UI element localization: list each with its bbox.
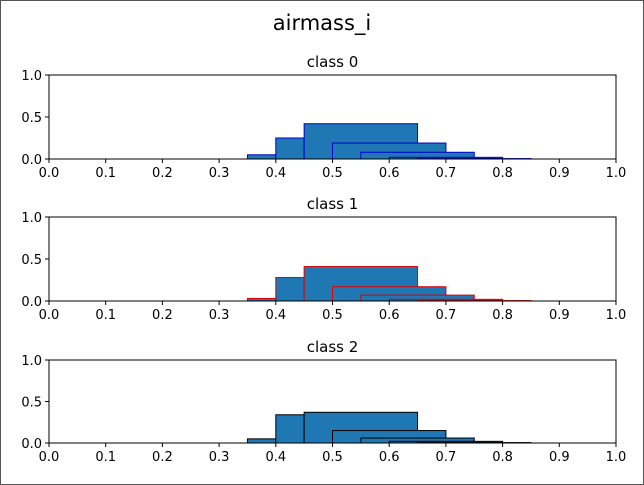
x-tick-label: 0.4	[265, 166, 286, 181]
x-tick-label: 0.5	[322, 450, 343, 465]
y-tick-label: 0.5	[21, 253, 42, 268]
x-tick-label: 0.9	[549, 166, 570, 181]
histogram-bar	[246, 438, 277, 444]
y-tick-label: 0.0	[21, 295, 42, 310]
x-tick-label: 0.0	[39, 308, 60, 323]
y-tick-label: 0.5	[21, 396, 42, 411]
x-tick-label: 0.1	[95, 450, 116, 465]
x-tick-label: 1.0	[606, 450, 627, 465]
x-tick-label: 0.4	[265, 308, 286, 323]
x-tick-label: 0.3	[209, 166, 230, 181]
x-tick-label: 0.4	[265, 450, 286, 465]
y-tick-label: 1.0	[21, 354, 42, 369]
histogram-bar	[275, 276, 305, 302]
y-tick-label: 1.0	[21, 211, 42, 226]
x-tick-label: 0.3	[209, 450, 230, 465]
panel-class-1: class 1 0.0 0.1 0.2 0.3 0.4 0.5 0.6 0.7 0.8 0.9 1.…	[21, 195, 626, 323]
x-tick-label: 0.2	[152, 450, 173, 465]
panel-class-0: class 0 0.0 0.1 0.2 0.3 0.4 0.5 0.6 0.7 0.8 0.9 1.…	[21, 53, 626, 181]
y-tick-label: 0.5	[21, 111, 42, 126]
x-tick-label: 0.0	[39, 450, 60, 465]
x-tick-label: 0.1	[95, 166, 116, 181]
x-tick-label: 0.9	[549, 450, 570, 465]
x-tick-label: 0.3	[209, 308, 230, 323]
figure-suptitle: airmass_i	[273, 11, 372, 36]
y-tick-label: 0.0	[21, 437, 42, 452]
x-tick-label: 0.7	[436, 450, 457, 465]
x-tick-label: 0.2	[152, 166, 173, 181]
x-tick-label: 0.6	[379, 450, 400, 465]
bars	[246, 266, 532, 302]
x-tick-label: 0.8	[492, 450, 513, 465]
panel-class-2: class 2 0.0 0.1 0.2 0.3 0.4 0.5 0.6 0.7 0.8 0.9 1.…	[21, 338, 626, 465]
y-tick-label: 1.0	[21, 69, 42, 84]
panel-title: class 1	[307, 195, 359, 213]
x-tick-label: 0.6	[379, 308, 400, 323]
x-tick-label: 0.6	[379, 166, 400, 181]
x-tick-label: 0.1	[95, 308, 116, 323]
x-tick-label: 1.0	[606, 166, 627, 181]
x-tick-label: 0.8	[492, 308, 513, 323]
x-tick-label: 0.7	[436, 166, 457, 181]
bars	[246, 411, 532, 444]
panel-title: class 0	[307, 53, 359, 71]
x-tick-label: 0.5	[322, 166, 343, 181]
bars	[246, 123, 532, 160]
x-tick-label: 0.2	[152, 308, 173, 323]
x-tick-label: 0.0	[39, 166, 60, 181]
x-tick-label: 1.0	[606, 308, 627, 323]
y-tick-label: 0.0	[21, 153, 42, 168]
x-tick-label: 0.8	[492, 166, 513, 181]
histogram-bar	[275, 414, 305, 444]
x-tick-label: 0.9	[549, 308, 570, 323]
histogram-bar	[246, 154, 277, 160]
x-tick-label: 0.7	[436, 308, 457, 323]
histogram-bar	[275, 137, 305, 160]
panel-title: class 2	[307, 338, 359, 356]
x-tick-label: 0.5	[322, 308, 343, 323]
